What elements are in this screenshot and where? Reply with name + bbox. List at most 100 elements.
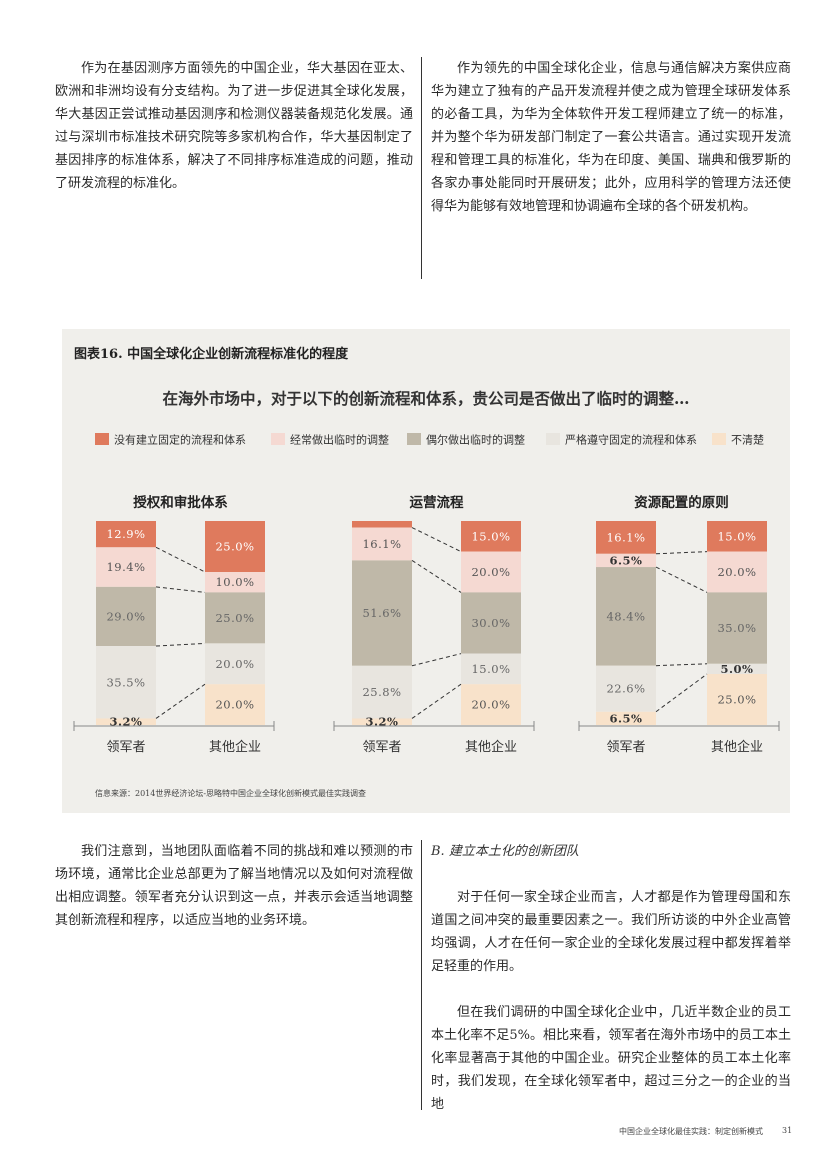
bar-segment-p2-b1-s0 — [707, 521, 767, 552]
bar-label-p2-b0-s4: 6.5% — [610, 711, 643, 725]
bar-segment-p1-b1-s3 — [461, 653, 521, 685]
bar-label-p0-b1-s0: 25.0% — [215, 540, 254, 554]
legend-swatch-1 — [271, 433, 285, 445]
category-label-p2-b1: 其他企业 — [711, 739, 763, 755]
bar-label-p1-b1-s1: 20.0% — [471, 565, 510, 579]
bar-segment-p2-b0-s3 — [596, 665, 656, 712]
bar-label-p1-b0-s1: 16.1% — [362, 537, 401, 551]
bar-segment-p2-b0-s1 — [596, 553, 656, 568]
connector-p0-1 — [155, 586, 206, 593]
bar-label-p1-b1-s0: 15.0% — [471, 529, 510, 543]
bar-label-p0-b0-s4: 3.2% — [110, 715, 143, 729]
connector-p1-2 — [411, 653, 462, 667]
bar-segment-p0-b1-s1 — [205, 572, 265, 593]
bar-segment-p0-b0-s4 — [96, 718, 156, 725]
bar-segment-p0-b1-s3 — [205, 643, 265, 685]
bar-segment-p2-b1-s4 — [707, 674, 767, 725]
stacked-bar-chart: 没有建立固定的流程和体系 经常做出临时的调整 偶尔做出临时的调整 严格遵守固定的流程和… — [73, 433, 780, 755]
legend-swatch-4 — [712, 433, 726, 445]
bar-segment-p1-b0-s0 — [352, 521, 412, 528]
bar-segment-p0-b1-s4 — [205, 684, 265, 725]
panel-title-1: 运营流程 — [410, 494, 464, 511]
paragraph-huawei: 作为领先的中国全球化企业，信息与通信解决方案供应商华为建立了独有的产品开发流程并… — [431, 61, 791, 214]
bar-label-p0-b0-s3: 35.5% — [106, 675, 145, 689]
bar-label-p0-b1-s4: 20.0% — [215, 698, 254, 712]
top-left-column: 作为在基因测序方面领先的中国企业，华大基因在亚太、欧洲和非洲均设有分支结构。为了… — [55, 57, 413, 195]
category-label-p2-b0: 领军者 — [606, 740, 645, 755]
figure-title: 图表16. 中国全球化企业创新流程标准化的程度 — [74, 347, 349, 362]
bar-segment-p0-b0-s3 — [96, 646, 156, 719]
bar-label-p2-b1-s1: 20.0% — [717, 565, 756, 579]
category-label-p0-b1: 其他企业 — [209, 739, 261, 755]
bar-segment-p1-b0-s4 — [352, 718, 412, 725]
connector-p2-0 — [655, 551, 708, 555]
category-label-p1-b0: 领军者 — [362, 740, 401, 755]
bar-segment-p1-b1-s1 — [461, 551, 521, 593]
legend-swatch-2 — [407, 433, 421, 445]
connector-p2-1 — [655, 566, 708, 593]
paragraph-local-teams: 我们注意到，当地团队面临着不同的挑战和难以预测的市场环境，通常比企业总部更为了解… — [55, 844, 413, 928]
bar-label-p2-b0-s2: 48.4% — [606, 609, 645, 623]
bar-segment-p1-b1-s4 — [461, 684, 521, 725]
bar-label-p2-b0-s3: 22.6% — [606, 682, 645, 696]
connector-p1-0 — [411, 527, 462, 553]
legend-swatch-0 — [95, 433, 109, 445]
bar-segment-p2-b0-s0 — [596, 521, 656, 554]
paragraph-localization: 但在我们调研的中国全球化企业中，几近半数企业的员工本土化率不足5%。相比来看，领… — [431, 1005, 791, 1112]
bar-label-p0-b0-s0: 12.9% — [106, 527, 145, 541]
footer-title: 中国企业全球化最佳实践：制定创新模式 — [619, 1127, 763, 1136]
top-right-column: 作为领先的中国全球化企业，信息与通信解决方案供应商华为建立了独有的产品开发流程并… — [431, 57, 791, 218]
category-label-p0-b0: 领军者 — [106, 740, 145, 755]
figure-16: 图表16. 中国全球化企业创新流程标准化的程度 在海外市场中，对于以下的创新流程… — [62, 329, 790, 813]
bar-label-p1-b0-s2: 51.6% — [362, 606, 401, 620]
bar-label-p0-b1-s1: 10.0% — [215, 575, 254, 589]
connector-p1-1 — [411, 559, 462, 593]
connector-p0-0 — [155, 546, 206, 573]
bar-segment-p2-b0-s4 — [596, 711, 656, 725]
connector-p1-3 — [411, 683, 462, 719]
bar-label-p1-b1-s4: 20.0% — [471, 698, 510, 712]
bar-label-p2-b1-s2: 35.0% — [717, 621, 756, 635]
bar-label-p2-b1-s3: 5.0% — [721, 662, 754, 676]
connector-p0-3 — [155, 683, 206, 719]
bar-label-p0-b0-s2: 29.0% — [106, 609, 145, 623]
bar-segment-p1-b0-s2 — [352, 560, 412, 666]
bar-label-p2-b0-s1: 6.5% — [610, 553, 643, 567]
panel-title-0: 授权和审批体系 — [133, 494, 228, 511]
bottom-right-column: B. 建立本土化的创新团队 对于任何一家全球企业而言，人才都是作为管理母国和东道… — [431, 840, 791, 1116]
connector-p2-2 — [655, 663, 708, 667]
bar-segment-p2-b1-s1 — [707, 551, 767, 593]
bar-label-p2-b1-s4: 25.0% — [717, 693, 756, 707]
legend-label-3: 严格遵守固定的流程和体系 — [565, 433, 697, 447]
bar-label-p0-b0-s1: 19.4% — [106, 560, 145, 574]
bar-label-p1-b1-s2: 30.0% — [471, 616, 510, 630]
page-number: 31 — [782, 1126, 793, 1135]
bar-segment-p1-b0-s3 — [352, 665, 412, 719]
bar-segment-p2-b0-s2 — [596, 567, 656, 666]
bottom-left-column: 我们注意到，当地团队面临着不同的挑战和难以预测的市场环境，通常比企业总部更为了解… — [55, 840, 413, 932]
column-divider-bottom — [421, 840, 422, 1110]
bar-segment-p0-b0-s1 — [96, 547, 156, 587]
bar-label-p2-b1-s0: 15.0% — [717, 529, 756, 543]
bar-segment-p2-b1-s3 — [707, 663, 767, 674]
section-subheading: B. 建立本土化的创新团队 — [431, 844, 579, 859]
paragraph-bgi: 作为在基因测序方面领先的中国企业，华大基因在亚太、欧洲和非洲均设有分支结构。为了… — [55, 61, 413, 191]
column-divider-top — [421, 57, 422, 279]
legend-label-1: 经常做出临时的调整 — [290, 433, 389, 447]
bar-segment-p0-b0-s2 — [96, 586, 156, 647]
bar-segment-p0-b0-s0 — [96, 521, 156, 548]
legend-label-2: 偶尔做出临时的调整 — [426, 433, 525, 447]
legend-label-0: 没有建立固定的流程和体系 — [114, 433, 246, 447]
bar-label-p1-b1-s3: 15.0% — [471, 662, 510, 676]
bar-label-p0-b1-s3: 20.0% — [215, 657, 254, 671]
bar-label-p0-b1-s2: 25.0% — [215, 611, 254, 625]
bar-segment-p1-b1-s2 — [461, 592, 521, 654]
bar-label-p1-b0-s4: 3.2% — [366, 715, 399, 729]
bar-segment-p1-b1-s0 — [461, 521, 521, 552]
connector-p0-2 — [155, 642, 206, 647]
figure-source: 信息来源：2014世界经济论坛-思略特中国企业全球化创新模式最佳实践调查 — [95, 789, 367, 798]
bar-label-p1-b0-s3: 25.8% — [362, 685, 401, 699]
legend-swatch-3 — [546, 433, 560, 445]
connector-p2-3 — [655, 673, 708, 713]
paragraph-talent: 对于任何一家全球企业而言，人才都是作为管理母国和东道国之间冲突的最重要因素之一。… — [431, 890, 791, 974]
